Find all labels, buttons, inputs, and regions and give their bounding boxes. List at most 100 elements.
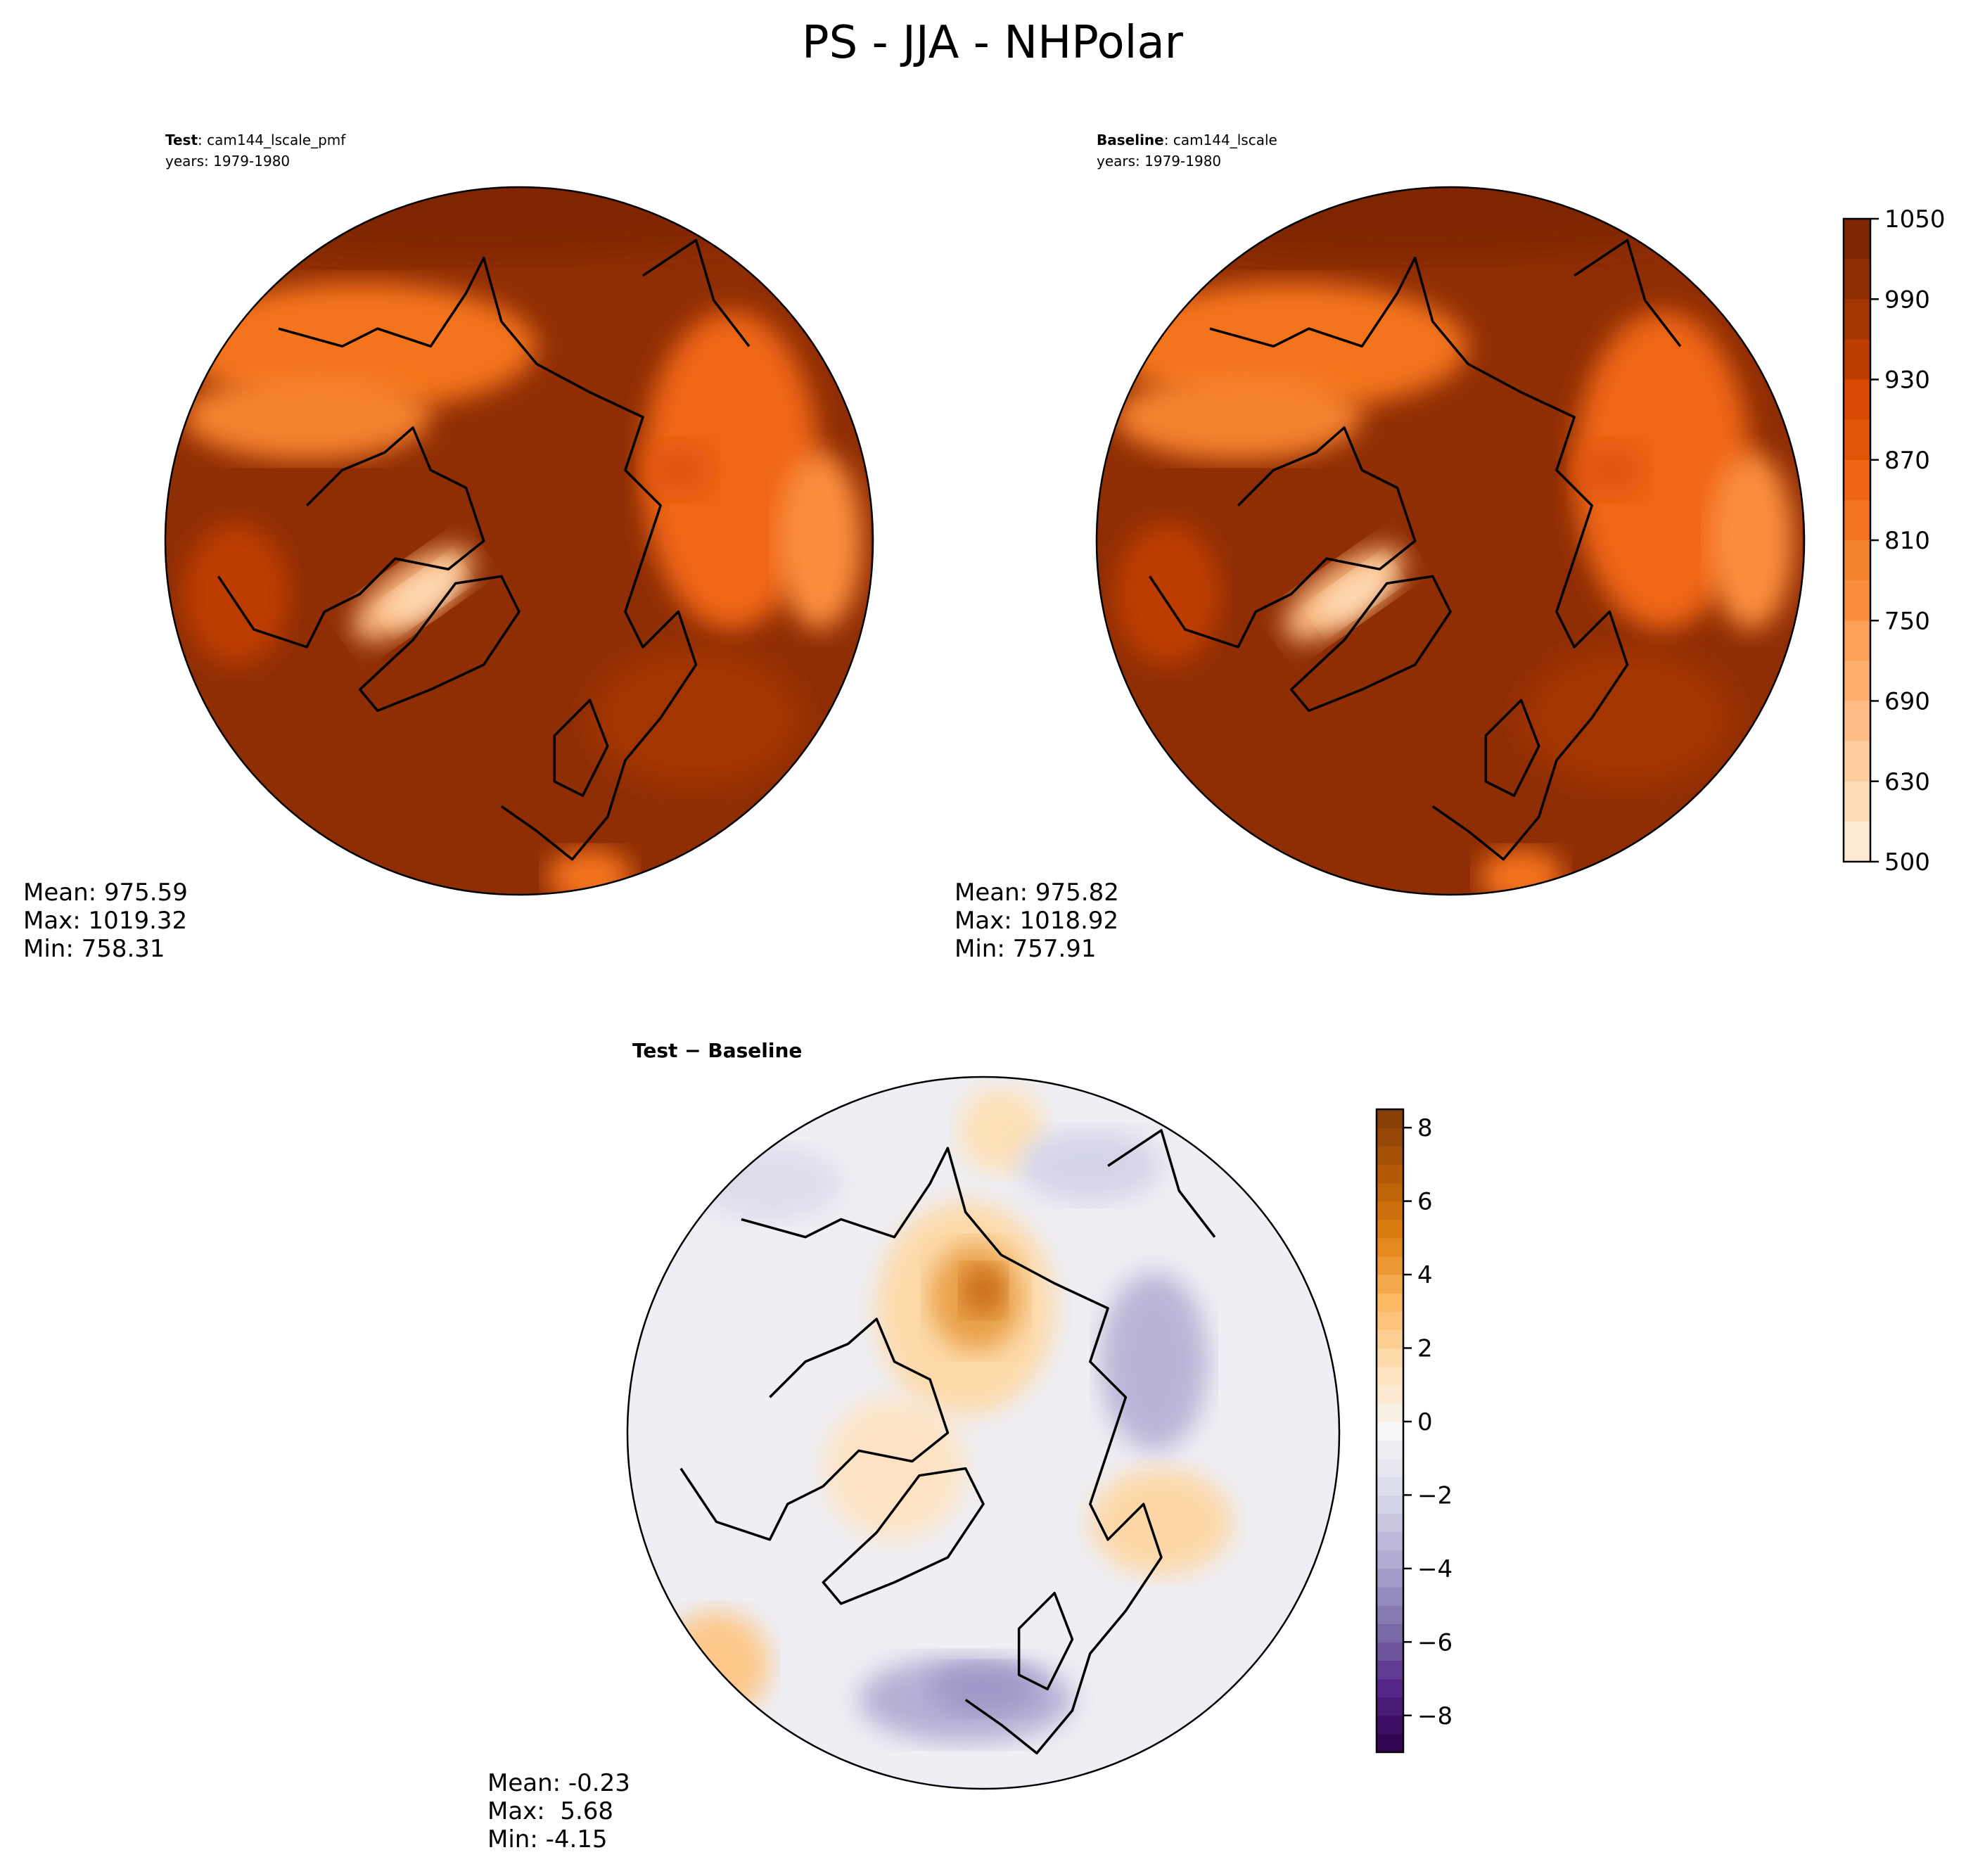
colorbar-band <box>1844 459 1870 501</box>
baseline-min: Min: 757.91 <box>955 935 1097 963</box>
colorbar-band <box>1377 1329 1403 1349</box>
colorbar-band <box>1844 379 1870 421</box>
colorbar-band <box>1377 1421 1403 1441</box>
contour-region <box>643 311 820 630</box>
contour-region <box>643 442 714 499</box>
contour-region <box>589 646 803 789</box>
colorbar-main: 1050 990 930 870 810 750 690 630 500 <box>1842 205 1946 876</box>
contour-region <box>1100 1272 1208 1451</box>
baseline-stats: Mean: 975.82 Max: 1018.92 Min: 757.91 <box>955 879 1119 963</box>
colorbar-band <box>1844 580 1870 621</box>
colorbar-tick-label: 8 <box>1417 1114 1433 1142</box>
colorbar-band <box>1377 1348 1403 1367</box>
contour-region <box>930 1664 1037 1714</box>
colorbar-band <box>1377 1678 1403 1698</box>
colorbar-band <box>1377 1366 1403 1386</box>
contour-region <box>547 848 632 895</box>
colorbar-band <box>1377 1256 1403 1275</box>
coastline <box>822 1467 985 1605</box>
baseline-label: Baseline: cam144_lscale <box>1097 132 1277 148</box>
colorbar-band <box>1844 499 1870 541</box>
colorbar-band <box>1377 1384 1403 1404</box>
colorbar-band <box>1377 1660 1403 1680</box>
diff-max: Max: 5.68 <box>487 1797 613 1825</box>
contour-region <box>698 1148 841 1220</box>
coastline <box>642 238 751 347</box>
contour-region <box>1574 311 1751 630</box>
map-boundary <box>164 186 874 896</box>
colorbar-band <box>1377 1109 1403 1128</box>
contour-region <box>1114 523 1221 665</box>
test-years: years: 1979-1980 <box>165 153 290 170</box>
diff-min: Min: -4.15 <box>487 1825 608 1853</box>
colorbar-band <box>1377 1495 1403 1514</box>
colorbar-tick-label: −4 <box>1417 1555 1453 1583</box>
colorbar-tick-label: −6 <box>1417 1628 1453 1657</box>
colorbar-band <box>1844 781 1870 822</box>
figure-title: PS - JJA - NHPolar <box>802 17 1184 69</box>
test-label: Test: cam144_lscale_pmf <box>165 132 346 148</box>
colorbar-band <box>1377 1605 1403 1624</box>
baseline-map <box>1095 186 1806 896</box>
colorbar-band <box>1844 540 1870 581</box>
contour-region <box>1521 646 1734 789</box>
colorbar-tick-label: 6 <box>1417 1188 1433 1216</box>
colorbar-band <box>1377 1440 1403 1459</box>
colorbar-tick-label: −2 <box>1417 1481 1453 1510</box>
map-boundary <box>1095 186 1806 896</box>
contour-region <box>1114 374 1362 460</box>
baseline-max: Max: 1018.92 <box>955 907 1118 935</box>
colorbar-band <box>1377 1476 1403 1495</box>
coastline <box>1149 426 1417 649</box>
contour-region <box>1709 452 1794 630</box>
contour-region <box>1090 1468 1233 1576</box>
coastline <box>358 575 521 713</box>
colorbar-tick-label: 990 <box>1884 286 1930 314</box>
colorbar-band <box>1377 1182 1403 1202</box>
colorbar-tick-label: 500 <box>1884 848 1930 876</box>
baseline-years: years: 1979-1980 <box>1097 153 1221 170</box>
contour-region <box>183 374 431 460</box>
colorbar-tick-label: 1050 <box>1884 205 1946 234</box>
coastline <box>1574 238 1682 347</box>
colorbar-band <box>1377 1642 1403 1661</box>
colorbar-band <box>1377 1550 1403 1569</box>
colorbar-band <box>1377 1531 1403 1551</box>
baseline-mean: Mean: 975.82 <box>955 879 1119 907</box>
colorbar-band <box>1844 219 1870 260</box>
test-min: Min: 758.31 <box>23 935 165 963</box>
colorbar-tick-label: 810 <box>1884 527 1930 555</box>
diff-map <box>626 1076 1341 1790</box>
contour-region <box>958 1087 1045 1173</box>
colorbar-band <box>1377 1311 1403 1330</box>
test-mean: Mean: 975.59 <box>23 879 188 907</box>
colorbar-band <box>1377 1715 1403 1735</box>
coastline <box>217 426 485 649</box>
contour-region <box>823 1397 966 1540</box>
colorbar-band <box>1844 299 1870 340</box>
contour-region <box>183 523 290 665</box>
coastline <box>553 698 609 797</box>
test-stats: Mean: 975.59 Max: 1019.32 Min: 758.31 <box>23 879 188 963</box>
colorbar-diff: 8 6 4 2 0 −2 −4 −6 −8 <box>1375 1108 1453 1754</box>
contour-region <box>1479 848 1564 895</box>
colorbar-band <box>1844 821 1870 862</box>
contour-region <box>777 452 862 630</box>
colorbar-band <box>1844 259 1870 300</box>
contour-region <box>1318 566 1391 623</box>
colorbar-band <box>1377 1237 1403 1257</box>
colorbar-band <box>1844 620 1870 661</box>
diff-label: Test − Baseline <box>632 1039 802 1062</box>
colorbar-band <box>1377 1568 1403 1588</box>
coastline <box>1209 256 1629 861</box>
coastline <box>1484 698 1540 797</box>
contour-region <box>387 566 460 623</box>
diff-mean: Mean: -0.23 <box>487 1769 630 1797</box>
colorbar-band <box>1377 1623 1403 1642</box>
colorbar-tick-label: 630 <box>1884 768 1930 796</box>
coastline <box>741 1147 1163 1755</box>
colorbar-band <box>1377 1458 1403 1477</box>
diff-stats: Mean: -0.23 Max: 5.68 Min: -4.15 <box>487 1769 630 1853</box>
colorbar-tick-label: 2 <box>1417 1334 1433 1363</box>
